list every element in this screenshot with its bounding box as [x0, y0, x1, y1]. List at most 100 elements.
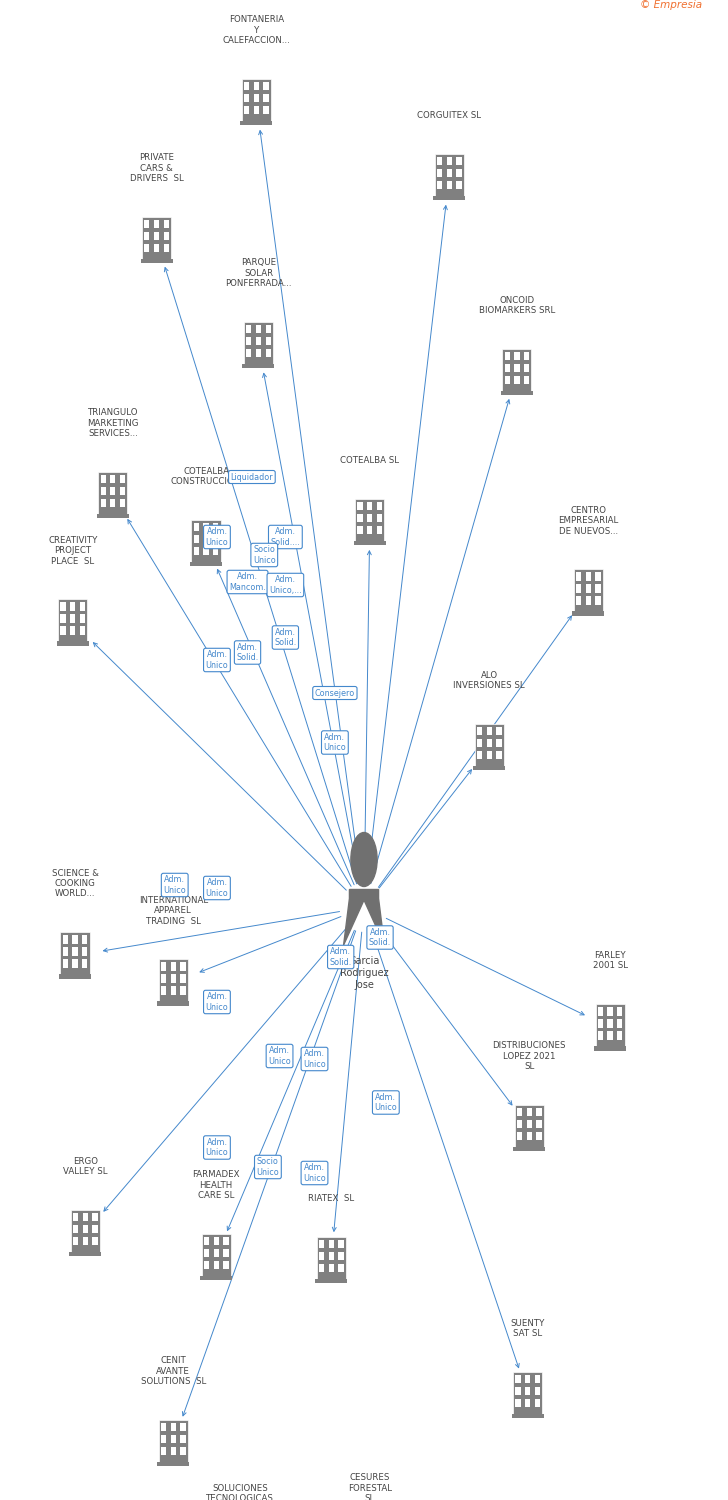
Text: ERGO
VALLEY SL: ERGO VALLEY SL	[63, 1156, 108, 1176]
Text: COTEALBA SL: COTEALBA SL	[340, 456, 400, 465]
FancyBboxPatch shape	[80, 603, 85, 610]
FancyBboxPatch shape	[574, 570, 603, 612]
Text: Adm.
Solid.: Adm. Solid.	[274, 628, 296, 646]
FancyBboxPatch shape	[194, 524, 199, 531]
FancyBboxPatch shape	[524, 376, 529, 384]
FancyBboxPatch shape	[598, 1008, 603, 1016]
FancyBboxPatch shape	[367, 503, 373, 510]
Text: Adm.
Unico: Adm. Unico	[205, 993, 229, 1011]
FancyBboxPatch shape	[328, 1240, 334, 1248]
FancyBboxPatch shape	[170, 1448, 176, 1455]
FancyBboxPatch shape	[357, 503, 363, 510]
FancyBboxPatch shape	[242, 364, 274, 368]
FancyBboxPatch shape	[161, 1436, 166, 1443]
Text: Adm.
Mancom.: Adm. Mancom.	[229, 573, 266, 591]
Text: Adm.
Solid.: Adm. Solid.	[330, 948, 352, 966]
FancyBboxPatch shape	[367, 514, 373, 522]
FancyBboxPatch shape	[170, 1436, 176, 1443]
FancyBboxPatch shape	[517, 1132, 522, 1140]
FancyBboxPatch shape	[164, 232, 169, 240]
FancyBboxPatch shape	[319, 1264, 324, 1272]
FancyBboxPatch shape	[477, 740, 482, 747]
FancyBboxPatch shape	[377, 503, 382, 510]
FancyBboxPatch shape	[60, 615, 66, 622]
Text: CENIT
AVANTE
SOLUTIONS  SL: CENIT AVANTE SOLUTIONS SL	[141, 1356, 206, 1386]
FancyBboxPatch shape	[576, 573, 581, 580]
FancyBboxPatch shape	[73, 1226, 78, 1233]
FancyBboxPatch shape	[496, 728, 502, 735]
FancyBboxPatch shape	[596, 573, 601, 580]
FancyBboxPatch shape	[98, 472, 127, 514]
FancyBboxPatch shape	[161, 975, 166, 982]
FancyBboxPatch shape	[161, 987, 166, 994]
FancyBboxPatch shape	[213, 524, 218, 531]
FancyBboxPatch shape	[517, 1108, 522, 1116]
FancyBboxPatch shape	[181, 1424, 186, 1431]
FancyBboxPatch shape	[256, 338, 261, 345]
Text: Adm.
Unico: Adm. Unico	[303, 1164, 326, 1182]
FancyBboxPatch shape	[264, 94, 269, 102]
FancyBboxPatch shape	[181, 975, 186, 982]
FancyBboxPatch shape	[526, 1132, 532, 1140]
FancyBboxPatch shape	[256, 326, 261, 333]
Text: Liquidador: Liquidador	[231, 472, 273, 482]
FancyBboxPatch shape	[585, 573, 591, 580]
FancyBboxPatch shape	[72, 960, 78, 968]
FancyBboxPatch shape	[433, 196, 465, 200]
Text: ONCOID
BIOMARKERS SRL: ONCOID BIOMARKERS SRL	[479, 296, 555, 315]
FancyBboxPatch shape	[161, 963, 166, 970]
FancyBboxPatch shape	[585, 585, 591, 592]
FancyBboxPatch shape	[246, 350, 251, 357]
Text: SCIENCE &
COOKING
WORLD...: SCIENCE & COOKING WORLD...	[52, 868, 98, 898]
FancyBboxPatch shape	[203, 548, 209, 555]
FancyBboxPatch shape	[354, 542, 386, 544]
FancyBboxPatch shape	[82, 1226, 88, 1233]
FancyBboxPatch shape	[515, 1388, 521, 1395]
FancyBboxPatch shape	[244, 106, 249, 114]
FancyBboxPatch shape	[100, 488, 106, 495]
FancyBboxPatch shape	[456, 170, 462, 177]
FancyBboxPatch shape	[535, 1388, 540, 1395]
Text: CORGUITEX SL: CORGUITEX SL	[417, 111, 481, 120]
Text: TRIANGULO
MARKETING
SERVICES...: TRIANGULO MARKETING SERVICES...	[87, 408, 138, 438]
FancyBboxPatch shape	[246, 338, 251, 345]
FancyBboxPatch shape	[223, 1262, 229, 1269]
FancyBboxPatch shape	[170, 975, 176, 982]
FancyBboxPatch shape	[357, 514, 363, 522]
FancyBboxPatch shape	[357, 526, 363, 534]
FancyBboxPatch shape	[513, 1148, 545, 1150]
FancyBboxPatch shape	[514, 364, 520, 372]
FancyBboxPatch shape	[92, 1214, 98, 1221]
FancyBboxPatch shape	[80, 627, 85, 634]
FancyBboxPatch shape	[607, 1008, 613, 1016]
FancyBboxPatch shape	[505, 364, 510, 372]
FancyBboxPatch shape	[253, 94, 259, 102]
Text: Garcia
Rodriguez
Jose: Garcia Rodriguez Jose	[340, 956, 388, 990]
FancyBboxPatch shape	[97, 514, 129, 517]
FancyBboxPatch shape	[190, 562, 222, 566]
FancyBboxPatch shape	[82, 1214, 88, 1221]
FancyBboxPatch shape	[525, 1376, 531, 1383]
FancyBboxPatch shape	[266, 350, 271, 357]
FancyBboxPatch shape	[496, 740, 502, 747]
FancyBboxPatch shape	[170, 963, 176, 970]
Text: © Empresia: © Empresia	[641, 0, 703, 10]
FancyBboxPatch shape	[264, 82, 269, 90]
FancyBboxPatch shape	[446, 158, 452, 165]
FancyBboxPatch shape	[617, 1032, 622, 1040]
FancyBboxPatch shape	[515, 1400, 521, 1407]
FancyBboxPatch shape	[596, 1005, 625, 1047]
FancyBboxPatch shape	[437, 182, 442, 189]
Text: Adm.
Unico: Adm. Unico	[205, 651, 229, 669]
FancyBboxPatch shape	[159, 960, 188, 1002]
FancyBboxPatch shape	[446, 170, 452, 177]
FancyBboxPatch shape	[264, 106, 269, 114]
FancyBboxPatch shape	[58, 600, 87, 642]
FancyBboxPatch shape	[181, 1448, 186, 1455]
FancyBboxPatch shape	[194, 536, 199, 543]
FancyBboxPatch shape	[244, 322, 273, 364]
FancyBboxPatch shape	[317, 1238, 346, 1280]
FancyBboxPatch shape	[617, 1008, 622, 1016]
FancyBboxPatch shape	[456, 158, 462, 165]
FancyBboxPatch shape	[223, 1250, 229, 1257]
